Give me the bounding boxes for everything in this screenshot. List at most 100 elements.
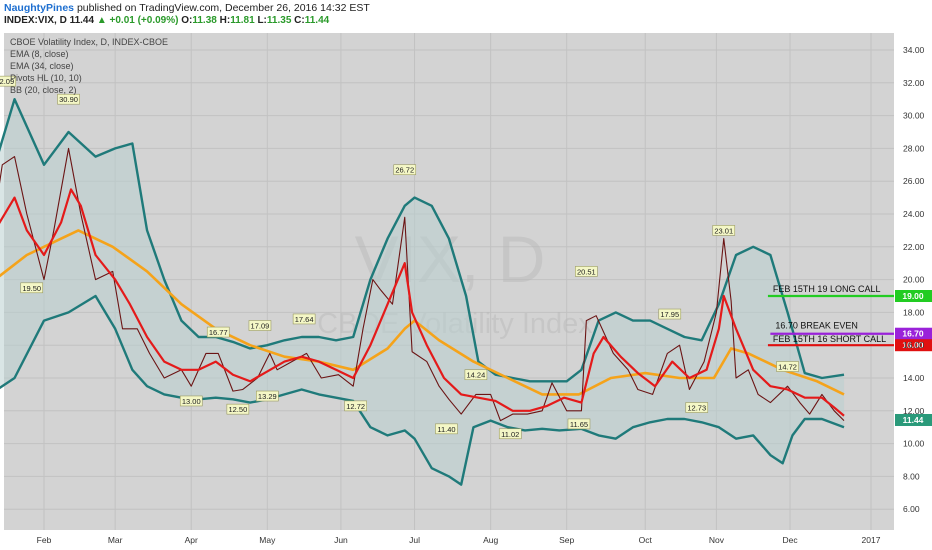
y-tick-label-6: 18.00	[903, 307, 925, 317]
pivot-label-2: 19.50	[22, 284, 41, 293]
pivot-label-box-1	[57, 93, 80, 105]
pivot-label-12: 11.40	[437, 425, 455, 434]
annotation-text-2: FEB 15TH 16 SHORT CALL	[773, 334, 886, 344]
pivot-label-box-3	[206, 326, 230, 338]
close-value: 11.44	[304, 15, 330, 26]
pivot-label-box-8	[256, 390, 279, 402]
pivot-label-box-15	[567, 418, 591, 430]
last-price: 11.44	[69, 15, 95, 26]
bollinger-band-fill	[0, 99, 845, 485]
publish-info: NaughtyPines published on TradingView.co…	[4, 2, 370, 14]
last-price-badge-text: 11.44	[903, 415, 924, 425]
publish-text: published on TradingView.com, December 2…	[76, 2, 370, 14]
annotation-badge-2	[895, 339, 932, 352]
legend-pivots[interactable]: Pivots HL (10, 10)	[10, 73, 82, 83]
y-tick-label-12: 30.00	[903, 111, 925, 121]
vix-price-line	[0, 147, 845, 422]
indicator-legend: CBOE Volatility Index, D, INDEX-CBOE EMA…	[10, 37, 168, 95]
annotation-badge-0	[895, 290, 932, 302]
x-tick-label-2: Apr	[185, 535, 198, 545]
open-value: 11.38	[192, 15, 217, 26]
annotation-text-0: FEB 15TH 19 LONG CALL	[773, 284, 881, 294]
pivot-label-box-4	[179, 395, 203, 407]
y-tick-label-9: 24.00	[903, 209, 925, 219]
pivot-label-box-11	[464, 369, 488, 381]
pivot-label-box-17	[685, 402, 709, 413]
close-label: C:	[294, 15, 305, 26]
pivot-labels: 32.09 30.90 19.50 16.77 13.00 17.09 12.50 17.64…	[0, 75, 799, 440]
legend-main[interactable]: CBOE Volatility Index, D, INDEX-CBOE	[10, 37, 168, 47]
y-tick-label-2: 10.00	[903, 439, 925, 449]
pivot-label-13: 11.02	[501, 430, 519, 439]
y-tick-label-4: 14.00	[903, 373, 925, 383]
y-tick-label-13: 32.00	[903, 78, 925, 88]
pivot-label-1: 30.90	[59, 95, 78, 104]
y-tick-label-8: 22.00	[903, 242, 925, 252]
x-tick-label-11: 2017	[862, 535, 881, 545]
legend-ema8[interactable]: EMA (8, close)	[10, 49, 69, 59]
pivot-label-5: 17.09	[251, 322, 270, 331]
pivot-label-box-2	[20, 282, 44, 294]
x-tick-label-5: Jul	[409, 535, 420, 545]
x-tick-label-8: Oct	[639, 535, 653, 545]
high-label: H:	[219, 15, 231, 26]
annotation-badge-text-1: 16.70	[902, 329, 924, 339]
y-tick-label-11: 28.00	[903, 143, 925, 153]
low-value: 11.35	[266, 15, 292, 26]
pivot-label-box-5	[248, 320, 272, 331]
y-tick-label-0: 6.00	[903, 504, 920, 514]
pivot-label-0: 32.09	[0, 77, 14, 86]
pivot-label-box-13	[498, 428, 522, 440]
pivot-label-15: 11.65	[570, 420, 588, 429]
open-label: O:	[181, 15, 193, 26]
legend-ema34[interactable]: EMA (34, close)	[10, 61, 74, 71]
pivot-label-8: 13.29	[258, 392, 277, 401]
y-tick-label-5: 16.00	[903, 340, 925, 350]
pivot-label-box-12	[435, 423, 458, 435]
pivot-label-box-18	[712, 225, 736, 236]
pivot-label-11: 14.24	[467, 371, 486, 380]
pivot-label-box-16	[658, 308, 682, 320]
pivot-label-4: 13.00	[182, 397, 201, 406]
price-axis	[894, 33, 932, 530]
time-axis	[0, 530, 932, 550]
pivot-label-box-9	[344, 400, 367, 412]
axis-labels: 6.00 8.00 10.00 12.00 14.00 16.00 18.00 20.00 22…	[37, 45, 925, 545]
x-tick-label-1: Mar	[108, 535, 123, 545]
pivot-label-box-6	[226, 403, 250, 415]
pivot-label-box-10	[393, 164, 417, 176]
low-label: L:	[257, 15, 267, 26]
y-tick-label-10: 26.00	[903, 176, 925, 186]
pivot-label-box-0	[0, 75, 17, 87]
author-link[interactable]: NaughtyPines	[4, 2, 75, 14]
pivot-label-3: 16.77	[209, 328, 228, 337]
y-tick-label-7: 20.00	[903, 275, 925, 285]
y-tick-label-3: 12.00	[903, 406, 925, 416]
x-tick-label-9: Nov	[709, 535, 725, 545]
pivot-label-box-7	[292, 313, 316, 325]
pivot-label-18: 23.01	[714, 226, 733, 235]
annotation-badge-text-0: 19.00	[902, 291, 924, 301]
annotation-layer: FEB 15TH 19 LONG CALL 19.00 16.70 BREAK EV…	[767, 284, 932, 426]
bb-lower-line	[0, 294, 845, 486]
y-tick-label-1: 8.00	[903, 471, 920, 481]
ohlc-bar: INDEX:VIX, D 11.44 ▲ +0.01 (+0.09%) O:11…	[4, 15, 329, 26]
pivot-label-16: 17.95	[660, 310, 679, 319]
x-tick-label-3: May	[259, 535, 276, 545]
pivot-label-9: 12.72	[346, 402, 365, 411]
x-tick-label-6: Aug	[483, 535, 498, 545]
last-price-badge	[895, 413, 932, 426]
annotation-text-1: 16.70 BREAK EVEN	[775, 321, 858, 331]
pivot-label-7: 17.64	[295, 315, 314, 324]
annotation-badge-text-2: 16.00	[902, 340, 924, 350]
legend-bb[interactable]: BB (20, close, 2)	[10, 85, 77, 95]
x-tick-label-7: Sep	[559, 535, 574, 545]
ema8-line	[0, 188, 845, 417]
symbol-label: INDEX:VIX, D	[4, 15, 67, 26]
series-layer	[0, 97, 845, 486]
ema34-line	[0, 229, 845, 396]
pivot-label-10: 26.72	[395, 166, 414, 175]
high-value: 11.81	[230, 15, 255, 26]
pivot-label-19: 14.72	[778, 363, 797, 372]
